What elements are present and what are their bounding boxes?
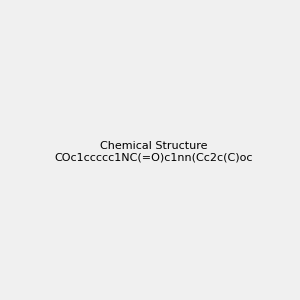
Text: Chemical Structure
COc1ccccc1NC(=O)c1nn(Cc2c(C)oc: Chemical Structure COc1ccccc1NC(=O)c1nn(… [55,141,253,162]
